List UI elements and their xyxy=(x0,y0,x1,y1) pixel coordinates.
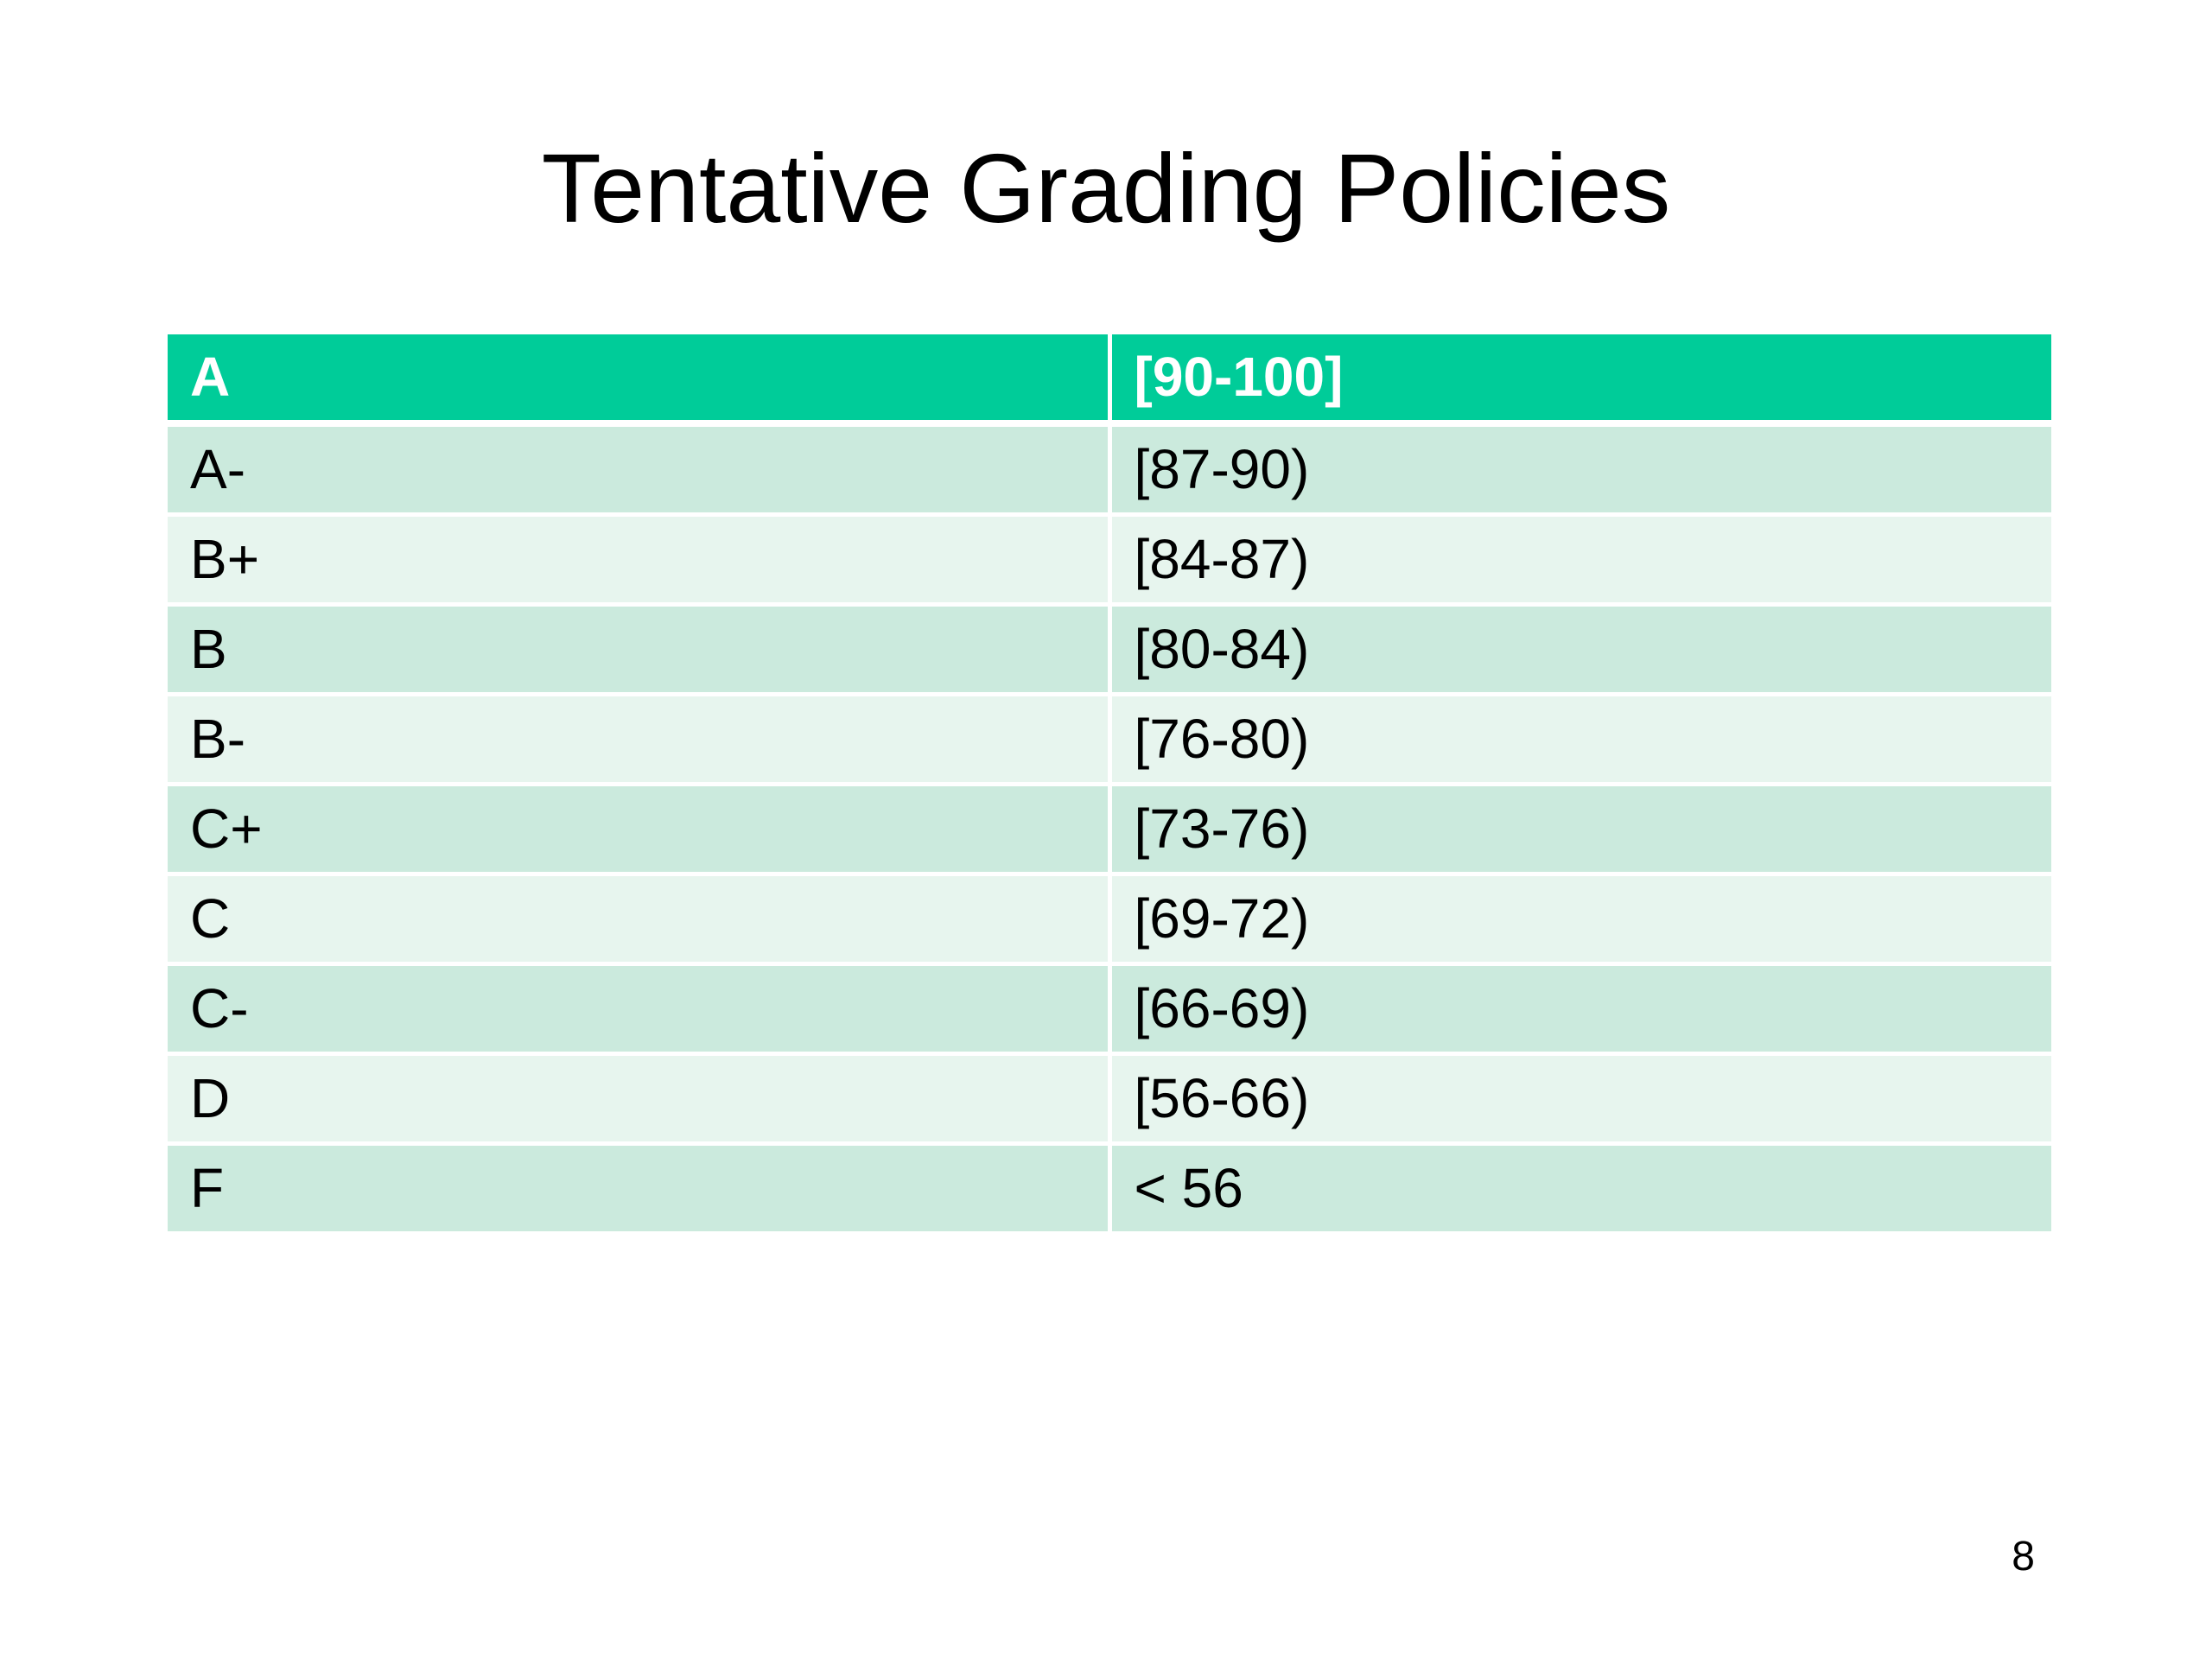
table-header-row: A [90-100] xyxy=(168,334,2051,427)
grade-cell: A xyxy=(168,334,1112,427)
range-cell: [66-69) xyxy=(1109,963,2051,1056)
table-row: C- [66-69) xyxy=(168,963,2051,1056)
table-row: C+ [73-76) xyxy=(168,784,2051,876)
range-cell: [80-84) xyxy=(1109,604,2051,696)
grade-cell: B- xyxy=(168,694,1112,786)
table-row: B [80-84) xyxy=(168,604,2051,696)
range-cell: < 56 xyxy=(1109,1143,2051,1236)
table-row: D [56-66) xyxy=(168,1053,2051,1146)
grade-cell: F xyxy=(168,1143,1112,1236)
range-cell: [69-72) xyxy=(1109,874,2051,966)
grade-cell: A- xyxy=(168,423,1112,517)
grade-cell: C xyxy=(168,874,1112,966)
table-row: B- [76-80) xyxy=(168,694,2051,786)
grade-cell: B xyxy=(168,604,1112,696)
table-row: F < 56 xyxy=(168,1143,2051,1236)
grade-cell: D xyxy=(168,1053,1112,1146)
range-cell: [76-80) xyxy=(1109,694,2051,786)
range-cell: [90-100] xyxy=(1109,334,2051,427)
page-number: 8 xyxy=(2012,1534,2035,1580)
table-row: B+ [84-87) xyxy=(168,514,2051,607)
range-cell: [84-87) xyxy=(1109,514,2051,607)
range-cell: [73-76) xyxy=(1109,784,2051,876)
grade-cell: C+ xyxy=(168,784,1112,876)
grading-table: A [90-100] A- [87-90) B+ [84-87) B [80-8… xyxy=(168,334,2051,1236)
table-row: A- [87-90) xyxy=(168,423,2051,517)
slide-title: Tentative Grading Policies xyxy=(541,134,1671,243)
range-cell: [87-90) xyxy=(1109,423,2051,517)
grade-cell: B+ xyxy=(168,514,1112,607)
range-cell: [56-66) xyxy=(1109,1053,2051,1146)
table-row: C [69-72) xyxy=(168,874,2051,966)
grade-cell: C- xyxy=(168,963,1112,1056)
